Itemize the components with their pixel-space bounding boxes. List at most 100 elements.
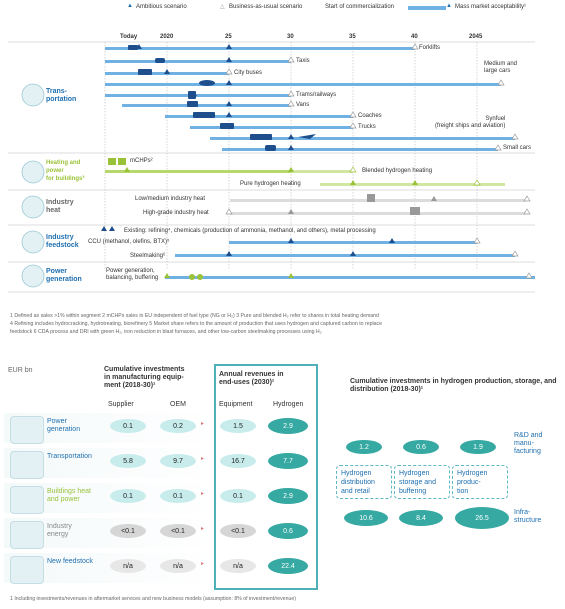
row-label: Power generation: [47, 418, 81, 433]
infra-box-production: Hydrogen produc- tion: [452, 465, 508, 499]
arrow-icon: ▸: [201, 526, 205, 532]
supplier-value: 0.1: [110, 419, 146, 433]
row-icon: [10, 416, 44, 444]
year-30: 30: [287, 34, 294, 40]
timeline-header: Today 2020 25 30 35 40 2045: [0, 30, 565, 42]
label-high-grade-heat: High-grade industry heat: [143, 210, 209, 216]
label-medium-cars: Medium and large cars: [484, 61, 518, 74]
year-today: Today: [120, 34, 138, 40]
row-icon: [10, 556, 44, 584]
hydrogen-value: 7.7: [268, 453, 308, 469]
year-40: 40: [411, 34, 418, 40]
section-transportation: Trans- portation: [46, 88, 77, 103]
infra-box-storage: Hydrogen storage and buffering: [394, 465, 450, 499]
hydrogen-value: 2.9: [268, 488, 308, 504]
arrow-icon: ▸: [201, 491, 205, 497]
revenues-header: Annual revenues in end-uses (2030)¹: [219, 371, 284, 386]
section-industry-heat: Industry heat: [46, 199, 74, 214]
section-industry-feedstock: Industry feedstock: [46, 234, 79, 249]
year-2020: 2020: [160, 34, 174, 40]
row-icon: [10, 521, 44, 549]
arrow-icon: ▸: [201, 456, 205, 462]
footnote-line: 1 Defined as sales >1% within segment 2 …: [10, 313, 379, 319]
label-city-buses: City buses: [234, 70, 263, 76]
row-icon: [10, 486, 44, 514]
row-label: Transportation: [47, 453, 92, 460]
rd-value-production: 1.9: [460, 440, 496, 454]
bau-triangle-icon: △: [220, 4, 225, 10]
hydrogen-header: Hydrogen: [273, 401, 304, 408]
equipment-value: 1.5: [220, 419, 256, 433]
supplier-value: 5.8: [110, 454, 146, 468]
legend: ▲ Ambitious scenario △ Business-as-usual…: [0, 0, 565, 14]
label-forklifts: Forklifts: [419, 45, 440, 51]
arrow-icon: ▸: [201, 421, 205, 427]
oem-header: OEM: [170, 401, 186, 408]
supplier-value: <0.1: [110, 524, 146, 538]
supplier-value: 0.1: [110, 489, 146, 503]
section-power-generation: Power generation: [46, 268, 82, 283]
footnote-line: 4 Refining includes hydrocracking, hydro…: [10, 321, 382, 327]
revenues-frame: [214, 364, 318, 590]
roadmap-footnotes: 1 Defined as sales >1% within segment 2 …: [10, 312, 560, 336]
label-blended: Blended hydrogen heating: [362, 168, 433, 174]
infra-value-production: 26.5: [455, 507, 509, 529]
equipment-value: n/a: [220, 559, 256, 573]
oem-value: 0.1: [160, 489, 196, 503]
label-existing: Existing: refining⁴, chemicals (producti…: [124, 228, 376, 234]
section-heating: Heating and power for buildings³: [46, 160, 85, 182]
infra-value-distribution: 10.6: [344, 510, 388, 526]
label-taxis: Taxis: [296, 58, 310, 64]
roadmap-graphic: [8, 41, 535, 293]
row-label: Industry energy: [47, 523, 72, 538]
infra-label: Infra- structure: [514, 509, 542, 524]
label-ccu: CCU (methanol, olefins, BTX)⁵: [88, 239, 170, 245]
rd-value-storage: 0.6: [403, 440, 439, 454]
row-label: New feedstock: [47, 558, 93, 565]
supplier-header: Supplier: [108, 401, 134, 408]
footnote-line: feedstock 6 CDA process and DRI with gre…: [10, 329, 322, 335]
rd-label: R&D and manu- facturing: [514, 432, 543, 455]
row-label: Buildings heat and power: [47, 488, 91, 503]
supplier-value: n/a: [110, 559, 146, 573]
equipment-value: 16.7: [220, 454, 256, 468]
equipment-value: <0.1: [220, 524, 256, 538]
mass-market-triangle-icon: ▲: [446, 3, 452, 9]
legend-bau: Business-as-usual scenario: [229, 4, 303, 10]
unit-label: EUR bn: [8, 367, 33, 374]
legend-commercialization: Start of commercialization: [325, 4, 395, 10]
hydrogen-value: 22.4: [268, 558, 308, 574]
label-power-gen: Power generation, balancing, buffering: [106, 268, 159, 281]
infra-box-distribution: Hydrogen distribution and retail: [336, 465, 392, 499]
row-icon: [10, 451, 44, 479]
year-25: 25: [225, 34, 232, 40]
investment-footnote: 1 Including investments/revenues in afte…: [10, 596, 297, 602]
label-vans: Vans: [296, 102, 310, 108]
oem-value: <0.1: [160, 524, 196, 538]
rd-value-distribution: 1.2: [346, 440, 382, 454]
label-trams: Trams/railways: [296, 92, 337, 98]
hydrogen-value: 0.6: [268, 523, 308, 539]
oem-value: 0.2: [160, 419, 196, 433]
arrow-icon: ▸: [201, 561, 205, 567]
manufacturing-header: Cumulative investments in manufacturing …: [104, 366, 185, 389]
equipment-value: 0.1: [220, 489, 256, 503]
infra-header: Cumulative investments in hydrogen produ…: [350, 378, 557, 393]
year-35: 35: [349, 34, 356, 40]
oem-value: 9.7: [160, 454, 196, 468]
label-mchps: mCHPs²: [130, 158, 153, 164]
label-synfuel: Synfuel (freight ships and aviation): [435, 116, 506, 129]
label-trucks: Trucks: [358, 124, 376, 130]
ambitious-triangle-icon: ▲: [127, 3, 133, 9]
equipment-header: Equipment: [219, 401, 253, 408]
label-pure-heating: Pure hydrogen heating: [240, 181, 301, 187]
label-small-cars: Small cars: [503, 145, 532, 151]
infra-value-storage: 8.4: [399, 510, 443, 526]
label-coaches: Coaches: [358, 113, 382, 119]
label-low-medium-heat: Low/medium industry heat: [135, 196, 206, 202]
label-steelmaking: Steelmaking⁶: [130, 253, 166, 259]
hydrogen-value: 2.9: [268, 418, 308, 434]
legend-ambitious: Ambitious scenario: [136, 4, 187, 10]
oem-value: n/a: [160, 559, 196, 573]
commercialization-bar-icon: [408, 6, 446, 10]
